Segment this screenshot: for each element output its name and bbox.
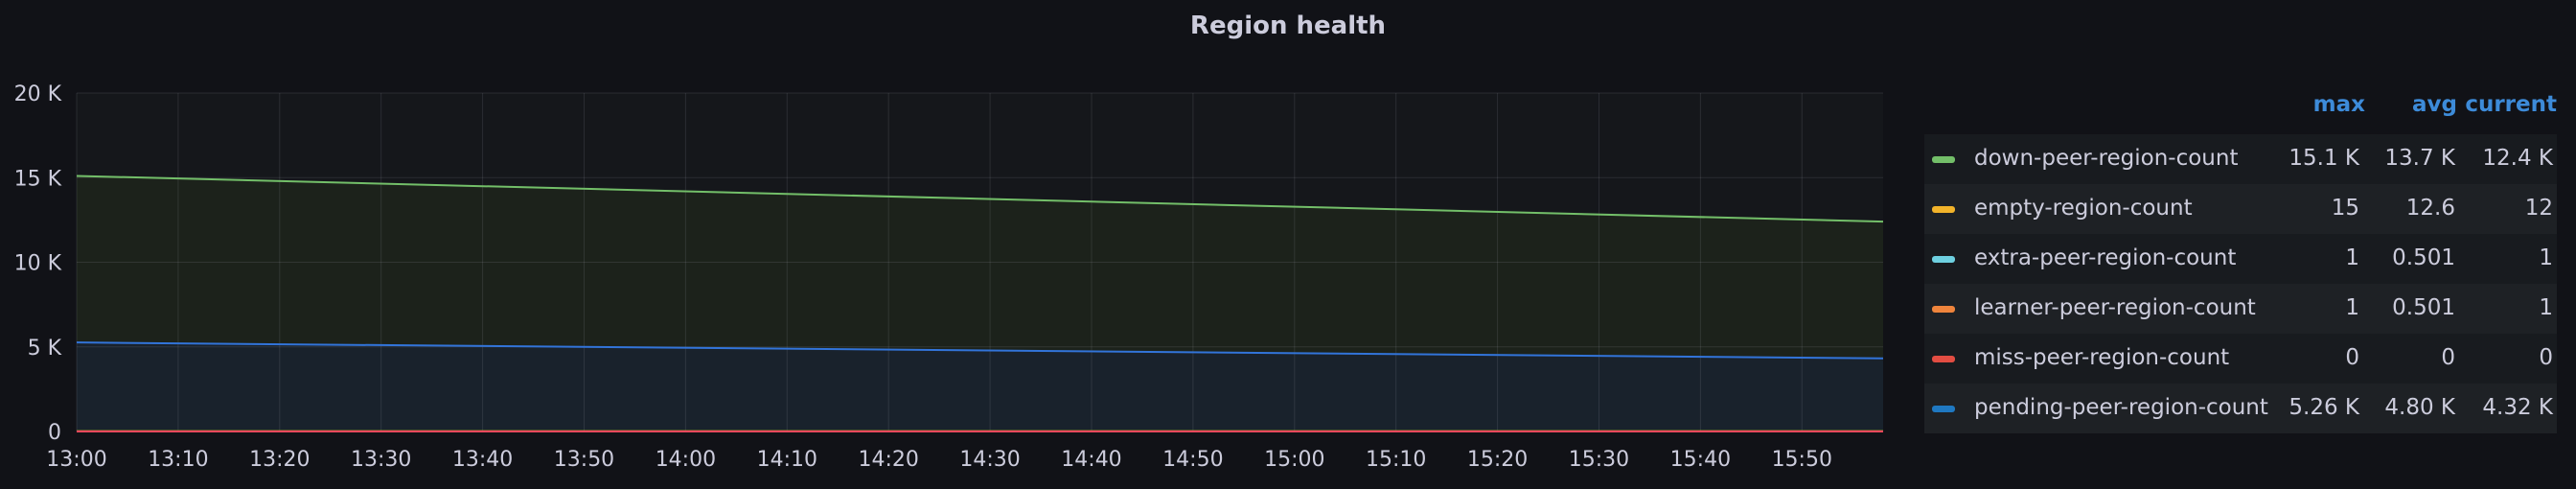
series-color-swatch[interactable] [1932,256,1955,263]
legend-max-value: 1 [2345,245,2359,270]
x-axis-tick-label: 14:00 [656,448,716,472]
series-area-fill [77,342,1883,431]
legend-series-name[interactable]: pending-peer-region-count [1974,395,2268,420]
series-color-swatch[interactable] [1932,306,1955,313]
legend-max-value: 5.26 K [2288,395,2359,420]
series-line[interactable] [76,341,1884,360]
x-axis-tick-label: 14:40 [1061,448,1121,472]
legend-avg-value: 0.501 [2392,245,2455,270]
x-axis-tick-label: 13:30 [351,448,411,472]
x-axis-tick-label: 15:50 [1772,448,1832,472]
legend-max-value: 15.1 K [2288,146,2359,171]
series-color-swatch[interactable] [1932,356,1955,362]
legend-row-extra-peer[interactable]: extra-peer-region-count 1 0.501 1 [1924,234,2557,284]
y-axis-tick-label: 5 K [28,337,62,361]
legend-header-max[interactable]: max [2312,92,2365,117]
legend-series-name[interactable]: learner-peer-region-count [1974,295,2256,320]
legend-series-name[interactable]: empty-region-count [1974,196,2193,221]
x-axis-tick-label: 13:50 [554,448,614,472]
legend-max-value: 15 [2331,196,2359,221]
legend-current-value: 1 [2539,245,2553,270]
y-axis-tick-label: 10 K [14,252,62,276]
legend-current-value: 12 [2524,196,2553,221]
legend-current-value: 12.4 K [2482,146,2553,171]
x-axis-tick-label: 13:20 [249,448,310,472]
legend-series-name[interactable]: extra-peer-region-count [1974,245,2237,270]
series-color-swatch[interactable] [1932,406,1955,412]
x-axis-tick-label: 13:40 [452,448,513,472]
legend-series-name[interactable]: miss-peer-region-count [1974,345,2230,370]
legend-row-empty[interactable]: empty-region-count 15 12.6 12 [1924,184,2557,234]
legend-current-value: 1 [2539,295,2553,320]
legend-row-down-peer[interactable]: down-peer-region-count 15.1 K 13.7 K 12.… [1924,134,2557,184]
series-line[interactable] [76,175,1884,223]
legend-table: max avg current down-peer-region-count 1… [1924,84,2557,433]
legend-avg-value: 13.7 K [2384,146,2455,171]
x-axis-tick-label: 15:40 [1670,448,1731,472]
panel-title[interactable]: Region health [1189,12,1387,40]
legend-series-name[interactable]: down-peer-region-count [1974,146,2239,171]
y-axis-tick-label: 15 K [14,167,62,191]
legend-header-current[interactable]: current [2465,92,2557,117]
series-color-swatch[interactable] [1932,156,1955,163]
legend-avg-value: 0 [2441,345,2455,370]
legend-row-pending-peer[interactable]: pending-peer-region-count 5.26 K 4.80 K … [1924,384,2557,433]
x-axis-tick-label: 14:20 [858,448,918,472]
legend-header: max avg current [1924,84,2557,134]
legend-current-value: 0 [2539,345,2553,370]
series-color-swatch[interactable] [1932,206,1955,213]
x-axis-tick-label: 14:30 [959,448,1020,472]
legend-row-miss-peer[interactable]: miss-peer-region-count 0 0 0 [1924,334,2557,384]
x-axis-tick-label: 14:50 [1162,448,1223,472]
legend-row-learner-peer[interactable]: learner-peer-region-count 1 0.501 1 [1924,284,2557,334]
y-axis-tick-label: 20 K [14,82,62,106]
legend-header-avg[interactable]: avg [2412,92,2457,117]
legend-avg-value: 4.80 K [2384,395,2455,420]
legend-avg-value: 0.501 [2392,295,2455,320]
x-axis-tick-label: 15:10 [1366,448,1426,472]
x-axis-tick-label: 15:30 [1569,448,1629,472]
x-axis-tick-label: 13:00 [46,448,106,472]
x-axis-tick-label: 15:00 [1264,448,1324,472]
x-axis-tick-label: 13:10 [148,448,208,472]
x-axis-tick-label: 15:20 [1467,448,1528,472]
legend-max-value: 1 [2345,295,2359,320]
legend-avg-value: 12.6 [2405,196,2455,221]
legend-max-value: 0 [2345,345,2359,370]
x-axis-tick-label: 14:10 [757,448,817,472]
legend-current-value: 4.32 K [2482,395,2553,420]
y-axis-tick-label: 0 [48,421,61,445]
